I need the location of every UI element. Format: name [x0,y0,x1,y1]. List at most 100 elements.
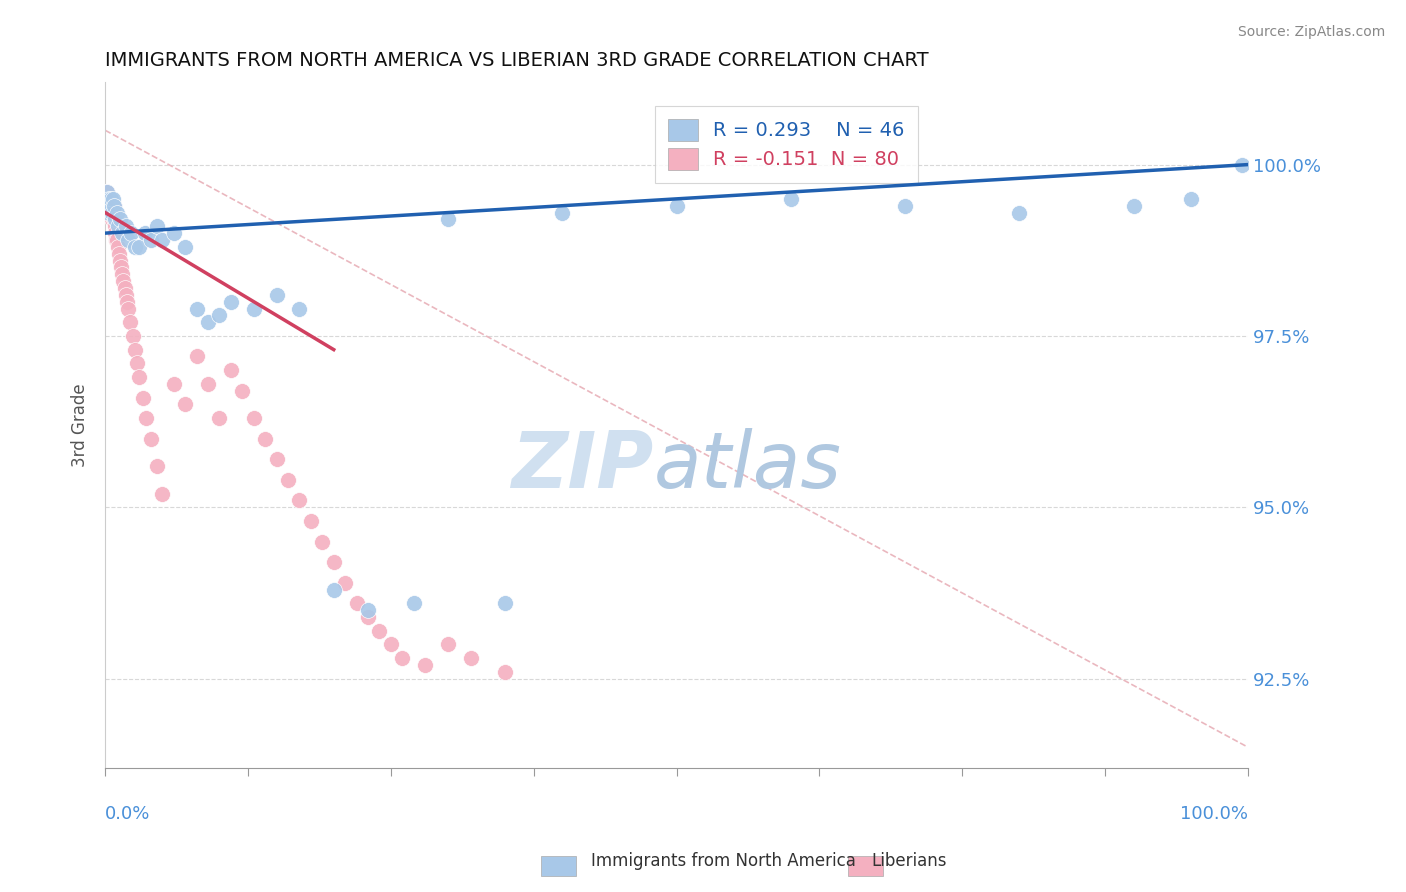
Point [145,459,167,474]
Point [1230,158,1253,172]
Point [135,411,157,425]
Point [266,288,288,302]
Point [120,315,142,329]
Point [437,637,460,651]
Point [1180,192,1202,206]
Point [96,185,118,199]
Point [311,534,333,549]
Point [139,432,162,446]
Point [98,205,121,219]
Point [98,199,121,213]
Point [97,199,120,213]
Point [114,219,136,234]
Point [333,575,356,590]
Text: 100.0%: 100.0% [1180,805,1249,823]
Point [98,192,121,206]
Point [208,309,231,323]
Point [111,267,134,281]
Point [103,199,125,213]
Point [117,301,139,316]
Point [299,514,322,528]
Text: 0.0%: 0.0% [105,805,150,823]
Point [128,240,150,254]
Point [100,205,122,219]
Point [128,370,150,384]
Point [145,219,167,234]
Point [779,192,801,206]
Point [132,391,155,405]
Text: IMMIGRANTS FROM NORTH AMERICA VS LIBERIAN 3RD GRADE CORRELATION CHART: IMMIGRANTS FROM NORTH AMERICA VS LIBERIA… [105,51,929,70]
Point [105,233,128,247]
Point [103,212,125,227]
Point [98,199,121,213]
Point [112,274,135,288]
Point [219,294,242,309]
Legend: R = 0.293    N = 46, R = -0.151  N = 80: R = 0.293 N = 46, R = -0.151 N = 80 [655,106,918,183]
Point [197,376,219,391]
Point [104,219,127,234]
Point [551,205,574,219]
Text: ZIP: ZIP [512,428,654,504]
Point [186,301,208,316]
Point [277,473,299,487]
Point [101,199,124,213]
Point [97,192,120,206]
Point [1122,199,1144,213]
Text: Liberians: Liberians [872,852,948,870]
Point [96,185,118,199]
Point [437,212,460,227]
Point [174,240,197,254]
Point [357,603,380,617]
Point [139,233,162,247]
Point [97,192,120,206]
Point [100,192,122,206]
Point [163,226,186,240]
Point [242,411,264,425]
Point [322,582,344,597]
Point [124,343,146,357]
Point [111,226,134,240]
Point [98,205,121,219]
Point [402,596,425,610]
Point [117,233,139,247]
Point [101,205,124,219]
Point [97,199,120,213]
Point [460,651,482,665]
Point [124,240,146,254]
Point [231,384,253,398]
Point [103,205,125,219]
Point [100,199,122,213]
Point [150,486,173,500]
Point [101,205,124,219]
Point [96,192,118,206]
Point [97,199,120,213]
Point [894,199,917,213]
Text: Immigrants from North America: Immigrants from North America [591,852,855,870]
Point [104,226,127,240]
Point [94,192,117,206]
Point [150,233,173,247]
Point [98,199,121,213]
Point [110,260,132,275]
Point [368,624,391,638]
Point [219,363,242,377]
Point [105,205,128,219]
Point [100,192,122,206]
Point [494,596,516,610]
Point [104,212,127,227]
Point [108,246,131,260]
Text: Source: ZipAtlas.com: Source: ZipAtlas.com [1237,25,1385,39]
Point [346,596,368,610]
Point [121,226,143,240]
Point [391,651,413,665]
Point [96,192,118,206]
Point [174,397,197,411]
Point [114,281,136,295]
Point [1008,205,1031,219]
Point [108,212,131,227]
Point [288,493,311,508]
Point [103,192,125,206]
Point [103,212,125,227]
Point [288,301,311,316]
Point [107,219,129,234]
